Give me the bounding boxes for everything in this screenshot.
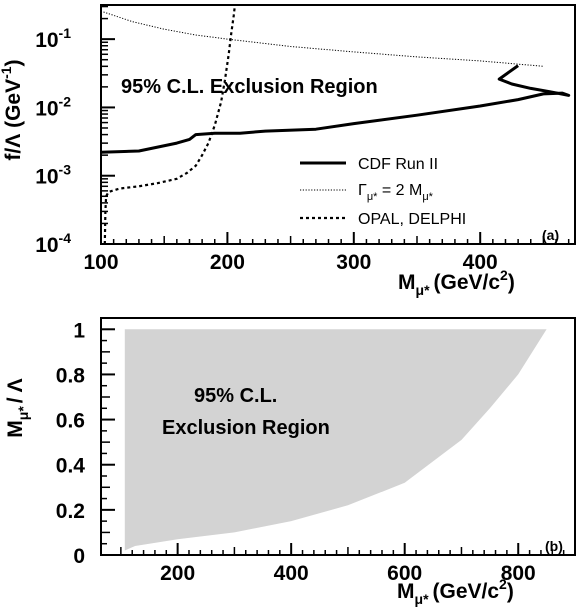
panel-b-y-tick-label: 0.8 bbox=[56, 364, 86, 387]
panel-a-x-tick-label: 200 bbox=[210, 251, 245, 274]
panel-b-y-title-main: M bbox=[4, 420, 27, 438]
panel-b-y-ticks: 0 0.2 0.4 0.6 0.8 1 bbox=[56, 319, 115, 568]
panel-b-x-title-sub: μ* bbox=[415, 591, 430, 607]
series-width-limit bbox=[103, 11, 544, 67]
panel-a-x-tick-label: 300 bbox=[336, 251, 371, 274]
series-opal-delphi bbox=[103, 5, 237, 244]
legend-width-rest: = 2 M bbox=[377, 182, 422, 199]
legend-width-label: Γμ* = 2 Mμ* bbox=[358, 182, 434, 203]
panel-b-x-title-main: M bbox=[397, 580, 415, 603]
legend-opal-label: OPAL, DELPHI bbox=[358, 211, 466, 228]
panel-a-series bbox=[101, 5, 571, 244]
panel-a-x-title: Mμ* (GeV/c2) bbox=[398, 267, 515, 298]
panel-a-x-ticks: 100 200 300 400 bbox=[83, 232, 570, 274]
panel-b-tag: (b) bbox=[545, 538, 563, 554]
legend-cdf-label: CDF Run II bbox=[358, 156, 438, 173]
panel-a-x-title-sup: 2 bbox=[500, 267, 508, 283]
panel-b-x-title-unit: (GeV/c bbox=[433, 580, 500, 603]
panel-b-y-title-sub: μ* bbox=[15, 406, 31, 421]
panel-a-y-tick-label: 10-2 bbox=[35, 93, 71, 120]
panel-a-x-title-main: M bbox=[398, 271, 416, 294]
panel-b: 200 400 600 800 0 0.2 0.4 0.6 0.8 1 95% C.L. Exc… bbox=[4, 317, 576, 607]
panel-b-x-tick-label: 200 bbox=[160, 562, 195, 585]
panel-b-y-title-rest: / Λ bbox=[4, 378, 27, 403]
series-cdf-run2 bbox=[101, 64, 571, 154]
panel-b-x-tick-label: 400 bbox=[274, 562, 309, 585]
panel-a-x-tick-label: 100 bbox=[83, 251, 118, 274]
legend-width-sub1: μ* bbox=[367, 191, 378, 203]
panel-a-annotation: 95% C.L. Exclusion Region bbox=[121, 76, 378, 98]
panel-b-x-tick-label: 600 bbox=[387, 562, 422, 585]
panel-a-x-title-sub: μ* bbox=[416, 282, 431, 298]
panel-b-annotation-line2: Exclusion Region bbox=[162, 417, 330, 439]
panel-b-y-tick-label: 0.6 bbox=[56, 410, 85, 433]
panel-b-y-title: Mμ* / Λ bbox=[4, 378, 31, 437]
legend-width-sub2: μ* bbox=[422, 191, 433, 203]
panel-b-x-ticks: 200 400 600 800 bbox=[120, 543, 565, 585]
panel-b-y-tick-label: 0 bbox=[73, 545, 85, 568]
panel-a-tag: (a) bbox=[542, 227, 559, 243]
panel-a-y-title-main: f/Λ (GeV bbox=[2, 79, 25, 161]
panel-a-x-title-unit: (GeV/c bbox=[434, 271, 501, 294]
panel-a-y-ticks: 10-4 10-3 10-2 10-1 bbox=[35, 5, 115, 257]
panel-a-y-tick-label: 10-4 bbox=[35, 230, 71, 257]
panel-b-area bbox=[124, 329, 547, 551]
panel-b-y-tick-label: 1 bbox=[73, 319, 85, 342]
panel-a-frame bbox=[100, 4, 576, 245]
panel-b-frame bbox=[100, 317, 576, 556]
panel-a-y-tick-label: 10-3 bbox=[35, 162, 71, 189]
panel-a: 100 200 300 400 10-4 10-3 10-2 10-1 95% C.L. E… bbox=[0, 4, 576, 298]
panel-a-legend: CDF Run II Γμ* = 2 Mμ* OPAL, DELPHI bbox=[300, 156, 466, 228]
panel-b-x-title: Mμ* (GeV/c2) bbox=[397, 576, 514, 607]
panel-b-x-tick-label: 800 bbox=[501, 562, 536, 585]
panel-a-x-title-close: ) bbox=[508, 271, 515, 294]
panel-a-y-title-close: ) bbox=[2, 59, 25, 66]
panel-a-y-title: f/Λ (GeV-1) bbox=[0, 59, 25, 160]
panel-a-y-title-sup: -1 bbox=[0, 66, 14, 79]
panel-b-annotation-line1: 95% C.L. bbox=[194, 385, 277, 407]
panel-b-y-tick-label: 0.2 bbox=[56, 500, 85, 523]
panel-b-x-title-close: ) bbox=[507, 580, 514, 603]
panel-a-x-tick-label: 400 bbox=[463, 251, 498, 274]
panel-a-y-tick-label: 10-1 bbox=[35, 25, 71, 52]
panel-b-x-title-sup: 2 bbox=[499, 576, 507, 592]
panel-b-y-tick-label: 0.4 bbox=[56, 455, 86, 478]
exclusion-region-fill bbox=[124, 329, 547, 551]
legend-width-gamma: Γ bbox=[358, 182, 367, 199]
